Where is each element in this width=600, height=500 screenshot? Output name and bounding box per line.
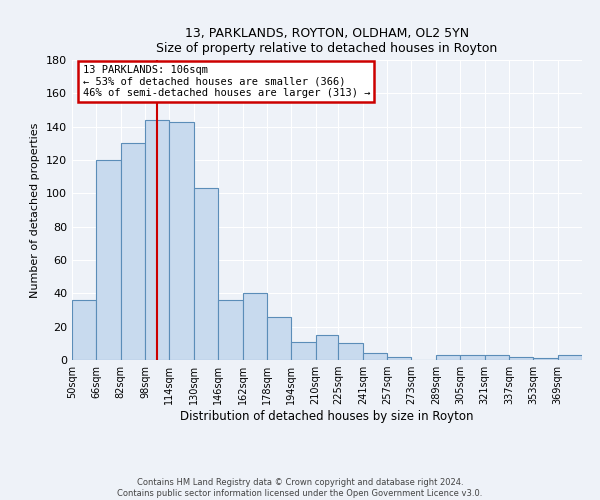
Text: Contains HM Land Registry data © Crown copyright and database right 2024.
Contai: Contains HM Land Registry data © Crown c… — [118, 478, 482, 498]
Bar — [97, 160, 121, 360]
X-axis label: Distribution of detached houses by size in Royton: Distribution of detached houses by size … — [180, 410, 474, 423]
Bar — [218, 300, 242, 360]
Bar — [363, 354, 387, 360]
Bar — [121, 144, 145, 360]
Bar — [387, 356, 412, 360]
Bar — [460, 355, 485, 360]
Bar — [338, 344, 363, 360]
Bar — [485, 355, 509, 360]
Y-axis label: Number of detached properties: Number of detached properties — [31, 122, 40, 298]
Bar — [291, 342, 316, 360]
Bar — [72, 300, 97, 360]
Bar — [509, 356, 533, 360]
Bar — [169, 122, 194, 360]
Bar — [533, 358, 557, 360]
Bar — [145, 120, 169, 360]
Bar — [316, 335, 338, 360]
Bar — [436, 355, 460, 360]
Bar — [267, 316, 291, 360]
Bar — [242, 294, 267, 360]
Text: 13 PARKLANDS: 106sqm
← 53% of detached houses are smaller (366)
46% of semi-deta: 13 PARKLANDS: 106sqm ← 53% of detached h… — [83, 65, 370, 98]
Title: 13, PARKLANDS, ROYTON, OLDHAM, OL2 5YN
Size of property relative to detached hou: 13, PARKLANDS, ROYTON, OLDHAM, OL2 5YN S… — [157, 26, 497, 54]
Bar — [557, 355, 582, 360]
Bar — [194, 188, 218, 360]
